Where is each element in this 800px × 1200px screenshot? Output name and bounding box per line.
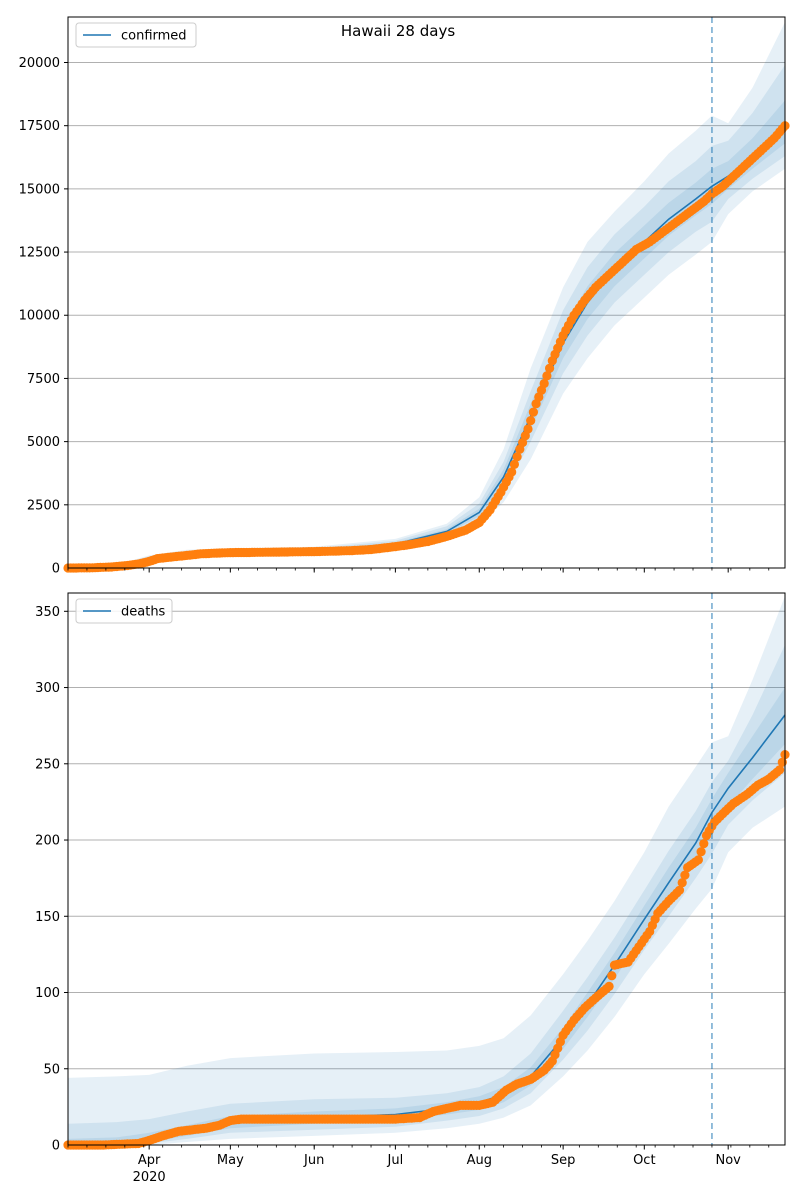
y-tick-label: 20000: [19, 56, 60, 71]
x-tick-label: Sep: [551, 1153, 576, 1168]
observed-point: [696, 847, 706, 857]
axes-frame: [67, 592, 786, 1146]
figure-title: Hawaii 28 days: [341, 22, 455, 40]
observed-point: [526, 416, 536, 426]
x-tick-label: Jul: [387, 1153, 404, 1168]
y-tick-label: 0: [52, 562, 60, 577]
x-tick-label: Jun: [303, 1153, 324, 1168]
observed-point: [545, 363, 555, 373]
deaths-panel: 0 50 100 150 200 250 300 350 Apr 2020 May Jun Jul Aug…: [35, 592, 790, 1185]
observed-point: [539, 378, 549, 389]
confidence-band-2: [68, 644, 785, 1145]
observed-point: [699, 839, 709, 849]
y-tick-label: 17500: [19, 119, 60, 134]
legend-box: [75, 22, 197, 48]
y-tick-label: 150: [35, 910, 60, 925]
observed-point: [775, 765, 785, 775]
y-tick-label: 10000: [19, 309, 60, 324]
y-tick-label: 300: [35, 681, 60, 696]
observed-point: [674, 885, 685, 895]
legend-label: deaths: [121, 605, 166, 620]
y-tick-label: 0: [52, 1139, 60, 1154]
y-tick-label: 100: [35, 986, 60, 1001]
confidence-band-3: [68, 687, 785, 1145]
x-tick-label: Apr: [138, 1153, 161, 1168]
confidence-band-2: [68, 65, 785, 568]
y-tick-label: 5000: [27, 435, 60, 450]
confidence-band-1: [68, 22, 785, 569]
x-tick-label: Nov: [715, 1153, 741, 1168]
observed-point: [693, 855, 704, 865]
observed-point: [507, 467, 517, 477]
y-tick-label: 350: [35, 605, 60, 620]
axes-frame: [67, 16, 786, 569]
confirmed-panel: 0 2500 5000 7500 10000 12500 15000 17500 20000 co…: [19, 16, 790, 577]
observed-point: [512, 452, 522, 462]
x-tick-label: Aug: [467, 1153, 492, 1168]
observed-point: [542, 371, 552, 381]
observed-point: [607, 971, 617, 981]
y-tick-label: 15000: [19, 182, 60, 197]
y-tick-label: 50: [43, 1062, 60, 1077]
x-tick-label: Oct: [633, 1153, 655, 1168]
observed-point: [680, 870, 690, 880]
observed-point: [604, 981, 614, 992]
x-tick-year-label: 2020: [133, 1170, 166, 1185]
y-tick-label: 7500: [27, 372, 60, 387]
observed-point: [677, 878, 687, 888]
y-tick-label: 12500: [19, 246, 60, 261]
y-tick-label: 2500: [27, 498, 60, 513]
observed-point: [528, 407, 539, 417]
observed-point: [509, 459, 519, 469]
legend-label: confirmed: [121, 29, 187, 44]
x-tick-label: May: [217, 1153, 244, 1168]
y-tick-label: 250: [35, 757, 60, 772]
legend-box: [75, 598, 173, 624]
y-tick-label: 200: [35, 834, 60, 849]
confidence-band-1: [68, 596, 785, 1145]
observed-point: [523, 424, 533, 434]
